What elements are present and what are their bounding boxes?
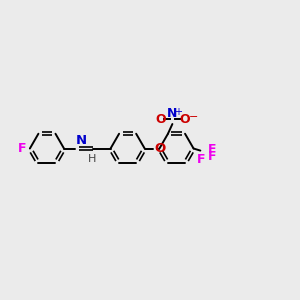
Text: N: N — [167, 107, 178, 120]
Text: N: N — [76, 134, 87, 147]
Text: F: F — [208, 143, 217, 156]
Text: F: F — [17, 142, 26, 155]
Text: F: F — [208, 150, 217, 163]
Text: H: H — [88, 154, 96, 164]
Text: F: F — [197, 153, 206, 166]
Text: −: − — [189, 112, 198, 122]
Text: O: O — [179, 112, 190, 125]
Text: O: O — [155, 112, 166, 125]
Text: +: + — [174, 107, 182, 117]
Text: O: O — [155, 142, 166, 155]
